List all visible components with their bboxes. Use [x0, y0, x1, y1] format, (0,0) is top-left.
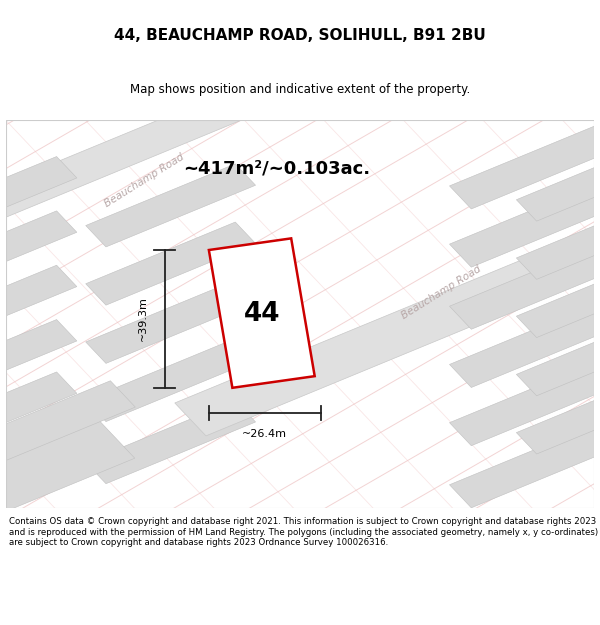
Polygon shape	[0, 319, 77, 386]
Polygon shape	[86, 164, 256, 247]
Polygon shape	[0, 265, 77, 332]
Text: Beauchamp Road: Beauchamp Road	[400, 264, 483, 321]
Polygon shape	[86, 401, 256, 484]
Polygon shape	[0, 372, 77, 439]
Polygon shape	[517, 159, 600, 221]
Text: ~26.4m: ~26.4m	[242, 429, 287, 439]
Polygon shape	[0, 381, 136, 465]
Text: Map shows position and indicative extent of the property.: Map shows position and indicative extent…	[130, 84, 470, 96]
Polygon shape	[517, 275, 600, 338]
Polygon shape	[449, 182, 600, 267]
Polygon shape	[0, 424, 77, 491]
Polygon shape	[0, 54, 342, 264]
Polygon shape	[0, 211, 77, 278]
Text: 44, BEAUCHAMP ROAD, SOLIHULL, B91 2BU: 44, BEAUCHAMP ROAD, SOLIHULL, B91 2BU	[114, 29, 486, 44]
Text: Contains OS data © Crown copyright and database right 2021. This information is : Contains OS data © Crown copyright and d…	[9, 518, 598, 548]
Polygon shape	[449, 361, 600, 446]
Text: ~39.3m: ~39.3m	[137, 296, 148, 341]
Text: ~417m²/~0.103ac.: ~417m²/~0.103ac.	[183, 159, 370, 177]
Polygon shape	[449, 244, 600, 329]
Polygon shape	[86, 339, 256, 422]
Polygon shape	[86, 222, 256, 305]
Polygon shape	[449, 302, 600, 388]
Polygon shape	[517, 217, 600, 279]
Polygon shape	[517, 391, 600, 454]
Polygon shape	[449, 124, 600, 209]
Polygon shape	[517, 333, 600, 396]
Text: 44: 44	[244, 301, 280, 327]
Polygon shape	[0, 419, 135, 520]
Polygon shape	[0, 156, 77, 223]
Text: Beauchamp Road: Beauchamp Road	[103, 152, 186, 209]
Polygon shape	[175, 177, 600, 436]
Polygon shape	[86, 280, 256, 363]
Polygon shape	[209, 238, 314, 388]
Polygon shape	[449, 423, 600, 508]
